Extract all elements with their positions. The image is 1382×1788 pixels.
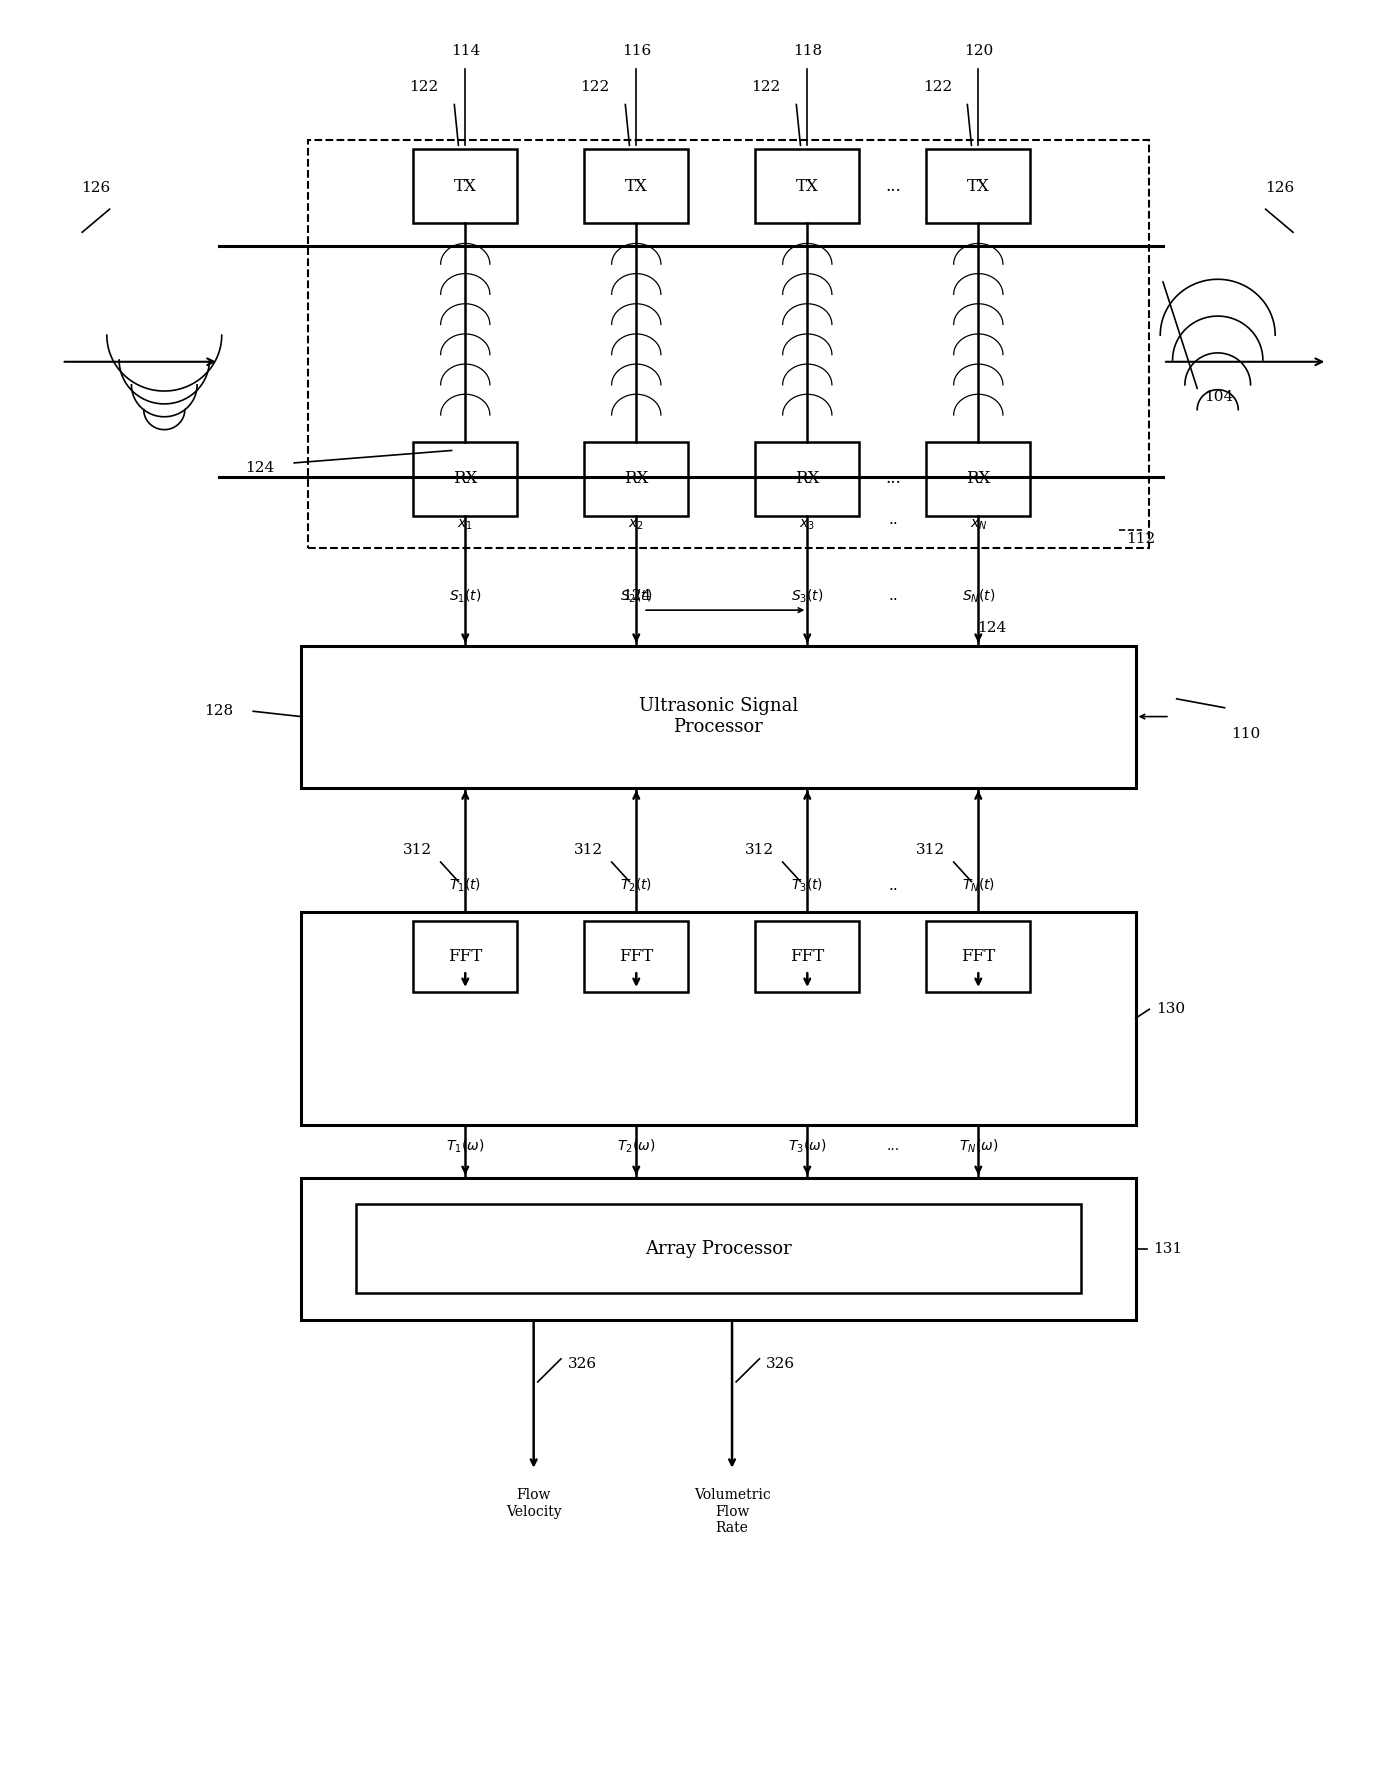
Text: FFT: FFT	[960, 948, 995, 964]
FancyBboxPatch shape	[301, 645, 1136, 787]
Text: 130: 130	[1157, 1003, 1186, 1016]
Text: 312: 312	[574, 842, 603, 856]
Text: 126: 126	[82, 181, 111, 195]
Text: TX: TX	[796, 177, 818, 195]
FancyBboxPatch shape	[413, 148, 517, 224]
Text: TX: TX	[967, 177, 990, 195]
Text: 128: 128	[205, 704, 234, 719]
FancyBboxPatch shape	[926, 921, 1031, 992]
Text: Volumetric
Flow
Rate: Volumetric Flow Rate	[694, 1488, 770, 1534]
Text: 131: 131	[1154, 1243, 1183, 1255]
Text: $T_1(\omega)$: $T_1(\omega)$	[446, 1137, 485, 1155]
Text: 326: 326	[568, 1357, 597, 1371]
FancyBboxPatch shape	[413, 442, 517, 517]
Text: FFT: FFT	[791, 948, 825, 964]
Text: 312: 312	[916, 842, 945, 856]
Text: $x_{N}$: $x_{N}$	[970, 519, 987, 533]
Text: $T_N(\omega)$: $T_N(\omega)$	[959, 1137, 998, 1155]
FancyBboxPatch shape	[756, 921, 860, 992]
Text: 124: 124	[622, 588, 651, 603]
Text: 312: 312	[745, 842, 774, 856]
Text: ..: ..	[887, 511, 898, 527]
Text: $T_2(t)$: $T_2(t)$	[621, 876, 652, 894]
FancyBboxPatch shape	[926, 442, 1031, 517]
FancyBboxPatch shape	[756, 442, 860, 517]
FancyBboxPatch shape	[413, 921, 517, 992]
Text: 126: 126	[1265, 181, 1294, 195]
Text: 104: 104	[1204, 390, 1233, 404]
Text: RX: RX	[625, 470, 648, 488]
Text: 114: 114	[451, 45, 480, 59]
Text: $S_1(t)$: $S_1(t)$	[449, 586, 481, 604]
Text: 124: 124	[246, 461, 275, 476]
FancyBboxPatch shape	[301, 912, 1136, 1125]
FancyBboxPatch shape	[926, 148, 1031, 224]
Text: RX: RX	[966, 470, 991, 488]
Text: 122: 122	[580, 80, 609, 93]
Text: $S_3(t)$: $S_3(t)$	[791, 586, 824, 604]
Text: 112: 112	[1126, 533, 1155, 545]
Text: $x_{3}$: $x_{3}$	[799, 519, 815, 533]
Text: 326: 326	[766, 1357, 796, 1371]
Text: 116: 116	[622, 45, 651, 59]
Text: $T_2(\omega)$: $T_2(\omega)$	[618, 1137, 655, 1155]
Text: ...: ...	[886, 1139, 900, 1153]
Text: 118: 118	[793, 45, 822, 59]
Text: ..: ..	[887, 588, 898, 603]
Text: $x_{1}$: $x_{1}$	[457, 519, 473, 533]
Text: Array Processor: Array Processor	[645, 1239, 792, 1257]
FancyBboxPatch shape	[585, 148, 688, 224]
Text: $S_N(t)$: $S_N(t)$	[962, 586, 995, 604]
Text: RX: RX	[795, 470, 820, 488]
Text: 312: 312	[402, 842, 433, 856]
Text: 122: 122	[752, 80, 781, 93]
Text: FFT: FFT	[448, 948, 482, 964]
FancyBboxPatch shape	[301, 1178, 1136, 1320]
Text: 120: 120	[963, 45, 992, 59]
Text: Flow
Velocity: Flow Velocity	[506, 1488, 561, 1518]
FancyBboxPatch shape	[585, 921, 688, 992]
Text: 122: 122	[409, 80, 439, 93]
Text: $T_3(t)$: $T_3(t)$	[792, 876, 824, 894]
Text: 110: 110	[1231, 728, 1260, 742]
Text: $S_2(t)$: $S_2(t)$	[621, 586, 652, 604]
Text: 124: 124	[977, 620, 1006, 635]
Text: FFT: FFT	[619, 948, 654, 964]
Text: 122: 122	[923, 80, 952, 93]
Text: Ultrasonic Signal
Processor: Ultrasonic Signal Processor	[638, 697, 797, 737]
Text: RX: RX	[453, 470, 477, 488]
Text: ..: ..	[887, 878, 898, 892]
Text: $T_N(t)$: $T_N(t)$	[962, 876, 995, 894]
Text: $T_1(t)$: $T_1(t)$	[449, 876, 481, 894]
Text: TX: TX	[453, 177, 477, 195]
FancyBboxPatch shape	[355, 1205, 1081, 1293]
FancyBboxPatch shape	[756, 148, 860, 224]
FancyBboxPatch shape	[585, 442, 688, 517]
Text: $x_{2}$: $x_{2}$	[629, 519, 644, 533]
Text: ...: ...	[884, 470, 901, 488]
Text: $T_3(\omega)$: $T_3(\omega)$	[788, 1137, 826, 1155]
Text: ...: ...	[884, 177, 901, 195]
Text: TX: TX	[625, 177, 648, 195]
